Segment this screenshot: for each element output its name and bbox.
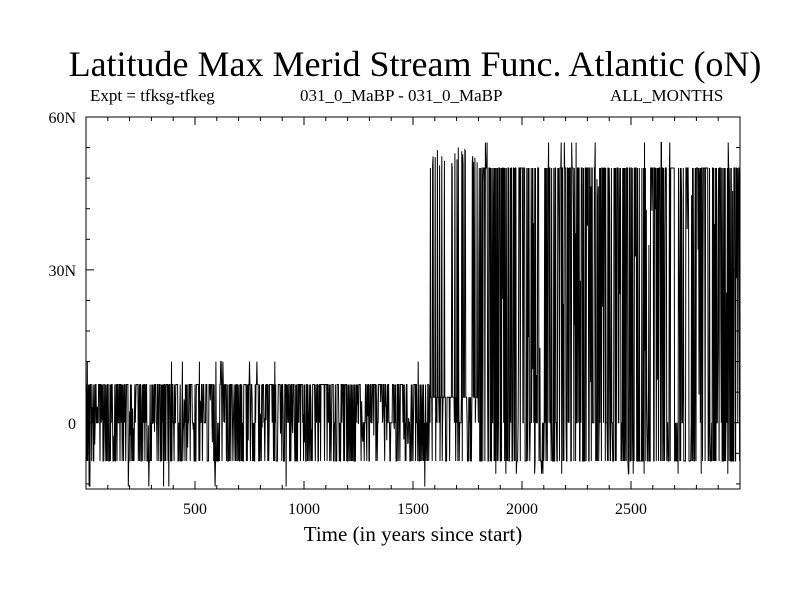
y-tick-label: 30N [48,263,76,280]
experiment-label: Expt = tfksg-tfkeg [90,86,215,105]
x-tick-label: 500 [183,501,207,518]
x-tick-label: 2500 [615,501,647,518]
run-label: 031_0_MaBP - 031_0_MaBP [300,86,503,105]
y-tick-label: 60N [48,110,76,127]
tick-layer: 500 1000 1500 2000 2500 0 30N 60N [48,110,740,518]
series-line [85,142,741,487]
chart-title: Latitude Max Merid Stream Func. Atlantic… [68,44,762,84]
x-axis-label: Time (in years since start) [303,522,523,546]
series-layer [85,142,741,487]
x-tick-label: 2000 [506,501,538,518]
x-tick-label: 1500 [397,501,429,518]
x-tick-label: 1000 [288,501,320,518]
y-tick-label: 0 [68,416,76,433]
period-label: ALL_MONTHS [610,86,724,105]
